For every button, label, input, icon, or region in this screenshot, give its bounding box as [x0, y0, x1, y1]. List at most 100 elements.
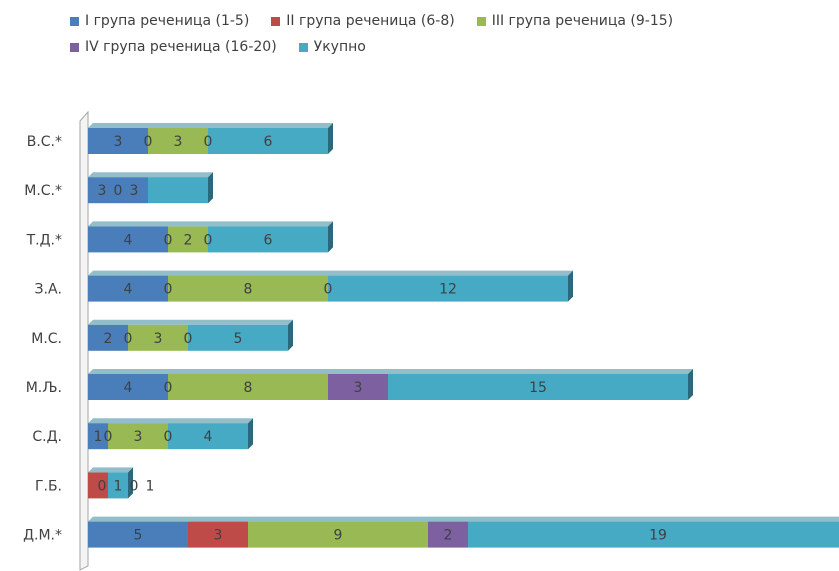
- bar-segment: [88, 521, 188, 548]
- data-label: 0: [164, 232, 173, 248]
- category-label: Т.Д.*: [26, 232, 62, 248]
- data-label: 0: [324, 282, 333, 298]
- category-label: С.Д.: [32, 429, 62, 445]
- data-label: 0: [204, 134, 213, 150]
- bar-segment: [88, 226, 168, 253]
- data-label: 2: [184, 232, 193, 248]
- bar-segment: [88, 423, 108, 450]
- category-label: Д.М.*: [23, 528, 62, 544]
- data-label: 4: [204, 429, 213, 445]
- legend-row: IV група реченица (16-20) Укупно: [70, 34, 830, 60]
- bar-segment: [108, 423, 168, 450]
- category-label: З.А.: [35, 282, 62, 298]
- bar-segment: [88, 128, 148, 154]
- bar-segment: [88, 472, 108, 499]
- data-label: 0: [204, 232, 213, 248]
- data-label: 0: [114, 183, 123, 199]
- data-label: 3: [98, 183, 107, 199]
- data-label: 15: [529, 380, 547, 396]
- axis-wall: [79, 110, 89, 571]
- bar-segment: [188, 324, 288, 351]
- data-label: 1: [146, 478, 155, 494]
- bar-top-face: [88, 123, 333, 128]
- bar-segment: [468, 521, 839, 548]
- bar-top-face: [88, 270, 573, 276]
- data-label: 3: [130, 183, 139, 199]
- data-label: 8: [244, 380, 253, 396]
- bar-segment: [88, 275, 168, 302]
- data-label: 0: [184, 331, 193, 347]
- bar-segment: [88, 324, 128, 351]
- data-label: 0: [164, 282, 173, 298]
- data-label: 0: [164, 380, 173, 396]
- bar-segment: [168, 374, 328, 400]
- legend-swatch: [70, 16, 79, 26]
- data-label: 8: [244, 282, 253, 298]
- bar-segment: [88, 374, 168, 400]
- legend-item: IV група реченица (16-20): [70, 39, 277, 55]
- bar-segment: [128, 324, 188, 351]
- bar-segment: [148, 177, 208, 204]
- bar-top-face: [88, 172, 213, 178]
- bar-top-face: [88, 516, 839, 522]
- legend-label: I група реченица (1-5): [85, 13, 250, 29]
- data-label: 0: [98, 478, 107, 494]
- bar-segment: [428, 521, 468, 548]
- bar-segment: [248, 521, 428, 548]
- data-label: 1: [94, 429, 103, 445]
- category-label: М.С.: [31, 331, 62, 347]
- bar-end-cap: [248, 418, 253, 450]
- data-label: 3: [354, 380, 363, 396]
- legend-item: Укупно: [298, 39, 366, 55]
- legend-row: I група реченица (1-5) II група реченица …: [70, 8, 830, 34]
- chart-legend: I група реченица (1-5) II група реченица …: [70, 8, 830, 60]
- legend-label: Укупно: [313, 39, 366, 55]
- data-label: 0: [104, 429, 113, 445]
- data-label: 6: [264, 134, 273, 150]
- bar-segment: [148, 128, 208, 154]
- legend-label: II група реченица (6-8): [286, 13, 455, 29]
- bar-top-face: [88, 221, 333, 227]
- bar-top-face: [88, 418, 253, 424]
- bar-top-face: [88, 467, 133, 473]
- data-label: 2: [444, 528, 453, 544]
- bar-segment: [188, 521, 248, 548]
- legend-swatch: [298, 42, 308, 52]
- data-label: 5: [234, 331, 243, 347]
- data-label: 2: [104, 331, 113, 347]
- bar-segment: [208, 128, 328, 154]
- legend-item: II група реченица (6-8): [271, 13, 455, 29]
- data-label: 12: [439, 282, 457, 298]
- bar-top-face: [88, 369, 693, 374]
- legend-label: IV група реченица (16-20): [85, 39, 277, 55]
- bar-segment: [88, 177, 148, 204]
- bar-end-cap: [568, 270, 573, 302]
- legend-item: III група реченица (9-15): [476, 13, 673, 29]
- data-label: 3: [174, 134, 183, 150]
- data-label: 19: [649, 528, 667, 544]
- data-label: 4: [124, 232, 133, 248]
- bar-end-cap: [688, 369, 693, 400]
- data-label: 0: [130, 478, 139, 494]
- legend-item: I група реченица (1-5): [70, 13, 249, 29]
- legend-swatch: [271, 16, 281, 26]
- bar-segment: [168, 275, 328, 302]
- bar-segment: [208, 226, 328, 253]
- bar-segment: [108, 472, 128, 499]
- data-label: 4: [124, 282, 133, 298]
- data-label: 5: [134, 528, 143, 544]
- bar-segment: [328, 275, 568, 302]
- bar-segment: [168, 423, 248, 450]
- data-label: 9: [334, 528, 343, 544]
- bar-segment: [328, 374, 388, 400]
- data-label: 3: [134, 429, 143, 445]
- legend-swatch: [476, 16, 486, 26]
- category-label: В.С.*: [27, 134, 62, 150]
- bar-top-face: [88, 319, 293, 325]
- legend-swatch: [70, 42, 79, 52]
- bar-end-cap: [208, 172, 213, 204]
- data-label: 3: [214, 528, 223, 544]
- bar-end-cap: [328, 123, 333, 154]
- data-label: 6: [264, 232, 273, 248]
